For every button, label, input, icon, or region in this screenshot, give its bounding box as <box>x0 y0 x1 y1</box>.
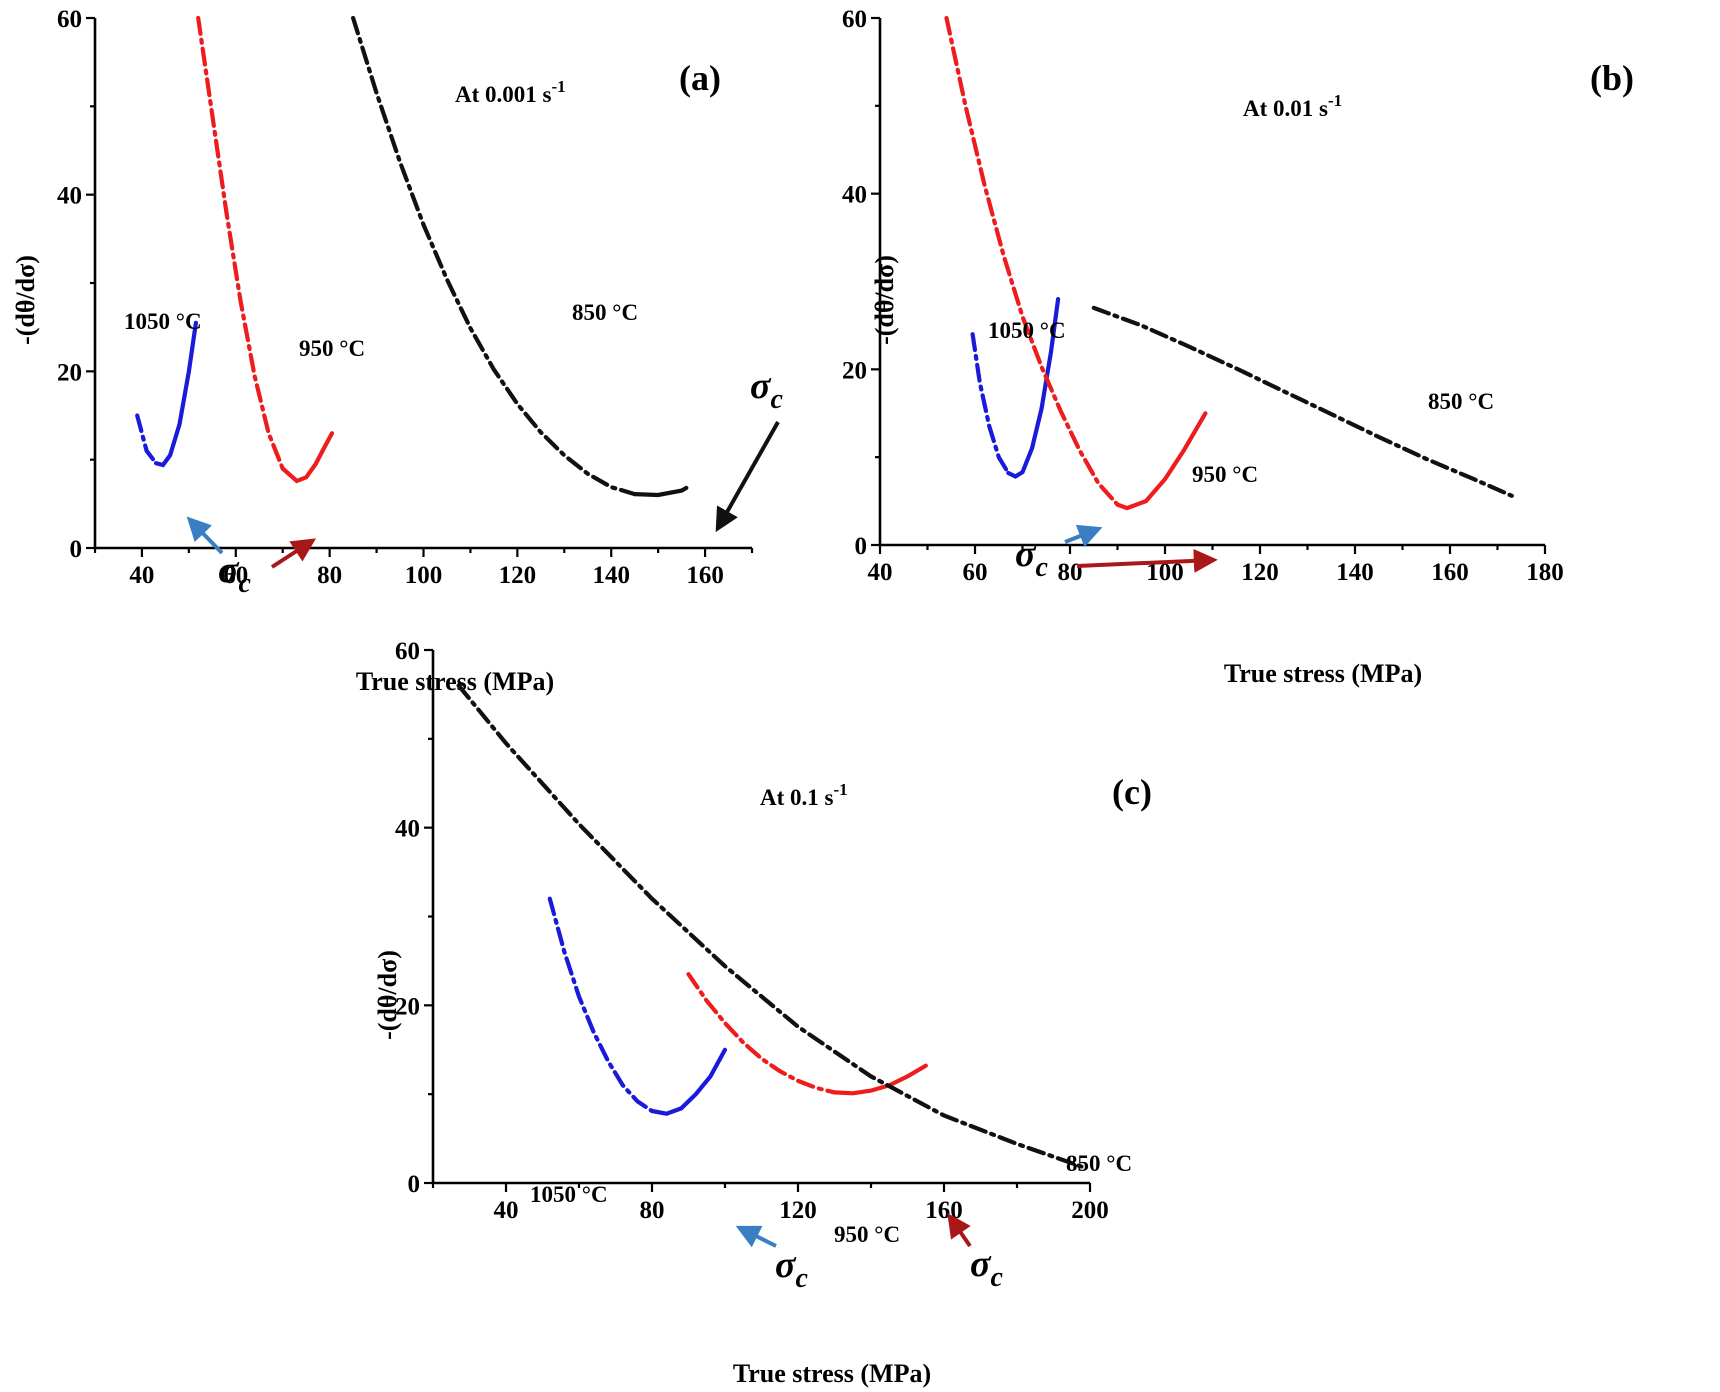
panel-b-y-tick-label: 0 <box>855 533 868 560</box>
panel-b-tag: (b) <box>1590 58 1634 98</box>
panel-c-series-950-solid <box>832 1063 928 1096</box>
panel-a-series-1050-solid <box>153 320 198 468</box>
panel-a-strain-rate-label: At 0.001 s-1 <box>455 77 566 107</box>
panel-c-label-1050: 1050 °C <box>530 1182 608 1207</box>
panel-b-arrow-950 <box>1076 548 1218 573</box>
panel-c-label-850: 850 °C <box>1066 1151 1132 1176</box>
panel-a-series-950-dashdot <box>196 15 285 471</box>
panel-c-series-1050-dashdot <box>547 896 655 1114</box>
panel-c-x-tick-label: 40 <box>494 1197 519 1224</box>
panel-a-label-850: 850 °C <box>572 300 638 325</box>
panel-a-y-tick-label: 20 <box>57 359 82 386</box>
panel-c-arrow-950 <box>947 1213 972 1248</box>
panel-c-label-950: 950 °C <box>834 1222 900 1247</box>
panel-b-series-1050-solid <box>1006 297 1061 479</box>
panel-b-x-tick-label: 180 <box>1526 559 1564 586</box>
panel-a-series-1050-dashdot <box>135 413 159 466</box>
panel-c-y-tick-label: 0 <box>408 1171 421 1198</box>
panel-b-x-tick-label: 40 <box>868 559 893 586</box>
panel-c-series-950-dashdot <box>686 972 837 1095</box>
panel-a-x-tick-label: 80 <box>317 562 342 589</box>
panel-a-y-tick-label: 40 <box>57 183 82 210</box>
panel-b-x-axis-title: True stress (MPa) <box>1224 659 1422 688</box>
panel-c-series-850-dashdot <box>456 683 1085 1170</box>
panel-c-series <box>456 683 1085 1170</box>
panel-b-x-tick-label: 80 <box>1058 559 1083 586</box>
panel-b-arrow-1050 <box>1064 524 1103 548</box>
panel-c-x-axis-title: True stress (MPa) <box>733 1359 931 1388</box>
panel-a-sigma-c-label-850: σc <box>750 365 783 415</box>
panel-b-y-tick-label: 40 <box>842 182 867 209</box>
panel-b-sigma-c-label: σc <box>1015 533 1048 583</box>
panel-c-y-axis-title: -(dθ/dσ) <box>373 950 402 1040</box>
panel-a-tag: (a) <box>679 58 721 98</box>
panel-a-y-tick-label: 0 <box>70 536 83 563</box>
panel-a-x-tick-label: 160 <box>686 562 724 589</box>
panel-a-x-tick-label: 140 <box>592 562 630 589</box>
panel-c-strain-rate-label: At 0.1 s-1 <box>760 780 848 810</box>
panel-c-y-tick-label: 20 <box>395 993 420 1020</box>
panel-b-series <box>944 15 1514 511</box>
panel-a-sigma-c-label: σc <box>218 549 251 599</box>
panel-a-x-tick-label: 40 <box>129 562 154 589</box>
panel-b-label-850: 850 °C <box>1428 389 1494 414</box>
panel-c-sigma-c-label-950: σc <box>970 1243 1003 1293</box>
panel-b-y-tick-label: 60 <box>842 6 867 33</box>
panel-b-strain-rate-label: At 0.01 s-1 <box>1243 91 1342 121</box>
panel-b-x-tick-label: 60 <box>963 559 988 586</box>
panel-a-arrow-850 <box>715 421 780 533</box>
panel-c-y-tick-label: 60 <box>395 638 420 665</box>
panel-b-y-axis-title: -(dθ/dσ) <box>870 255 899 345</box>
panel-c-ticks: 40 80 120 160 200 0 20 40 60 <box>395 638 1109 1224</box>
panel-a-series-950-solid <box>280 431 335 484</box>
panel-b-label-1050: 1050 °C <box>988 318 1066 343</box>
panel-b-x-tick-label: 160 <box>1431 559 1469 586</box>
panel-a-arrow-1050 <box>186 516 224 555</box>
panel-a-series-850-dashdot <box>351 15 637 497</box>
panel-c: 40 80 120 160 200 0 20 40 60 True stress (MPa) -… <box>373 638 1152 1388</box>
panel-a: 40 60 80 100 120 140 160 0 20 40 60 True stress (M… <box>11 6 783 696</box>
panel-a-label-950: 950 °C <box>299 336 365 361</box>
panel-c-x-tick-label: 120 <box>779 1197 817 1224</box>
panel-c-x-tick-label: 160 <box>925 1197 963 1224</box>
panel-a-y-axis-title: -(dθ/dσ) <box>11 255 40 345</box>
panel-a-x-tick-label: 120 <box>499 562 537 589</box>
panel-a-series-850-solid <box>632 485 689 498</box>
panel-b-y-tick-label: 20 <box>842 357 867 384</box>
panel-a-axes <box>93 18 752 550</box>
panel-a-label-1050: 1050 °C <box>124 309 202 334</box>
panel-b-series-950-solid <box>1115 411 1208 511</box>
panel-b-x-tick-label: 140 <box>1336 559 1374 586</box>
panel-b-series-1050-dashdot <box>970 332 1011 476</box>
panel-b-x-tick-label: 120 <box>1241 559 1279 586</box>
panel-c-sigma-c-label-1050: σc <box>775 1244 808 1294</box>
panel-c-arrow-1050 <box>735 1225 777 1248</box>
panel-c-y-tick-label: 40 <box>395 816 420 843</box>
panel-c-x-tick-label: 80 <box>640 1197 665 1224</box>
panel-c-axes <box>431 650 1090 1185</box>
panel-a-arrow-950 <box>270 538 317 569</box>
panel-a-y-tick-label: 60 <box>57 6 82 33</box>
panel-c-tag: (c) <box>1112 772 1152 812</box>
panel-b-series-950-dashdot <box>944 15 1120 507</box>
panel-b-series-850-dashdot <box>1091 305 1514 498</box>
panel-a-x-tick-label: 60 <box>223 562 248 589</box>
panel-c-series-1050-solid <box>649 1047 728 1116</box>
panel-c-x-tick-label: 200 <box>1071 1197 1109 1224</box>
panel-b-label-950: 950 °C <box>1192 462 1258 487</box>
panel-a-x-tick-label: 100 <box>405 562 443 589</box>
panel-a-x-axis-title: True stress (MPa) <box>356 667 554 696</box>
panel-a-ticks: 40 60 80 100 120 140 160 0 20 40 60 <box>57 6 754 589</box>
panel-a-series <box>135 15 689 498</box>
